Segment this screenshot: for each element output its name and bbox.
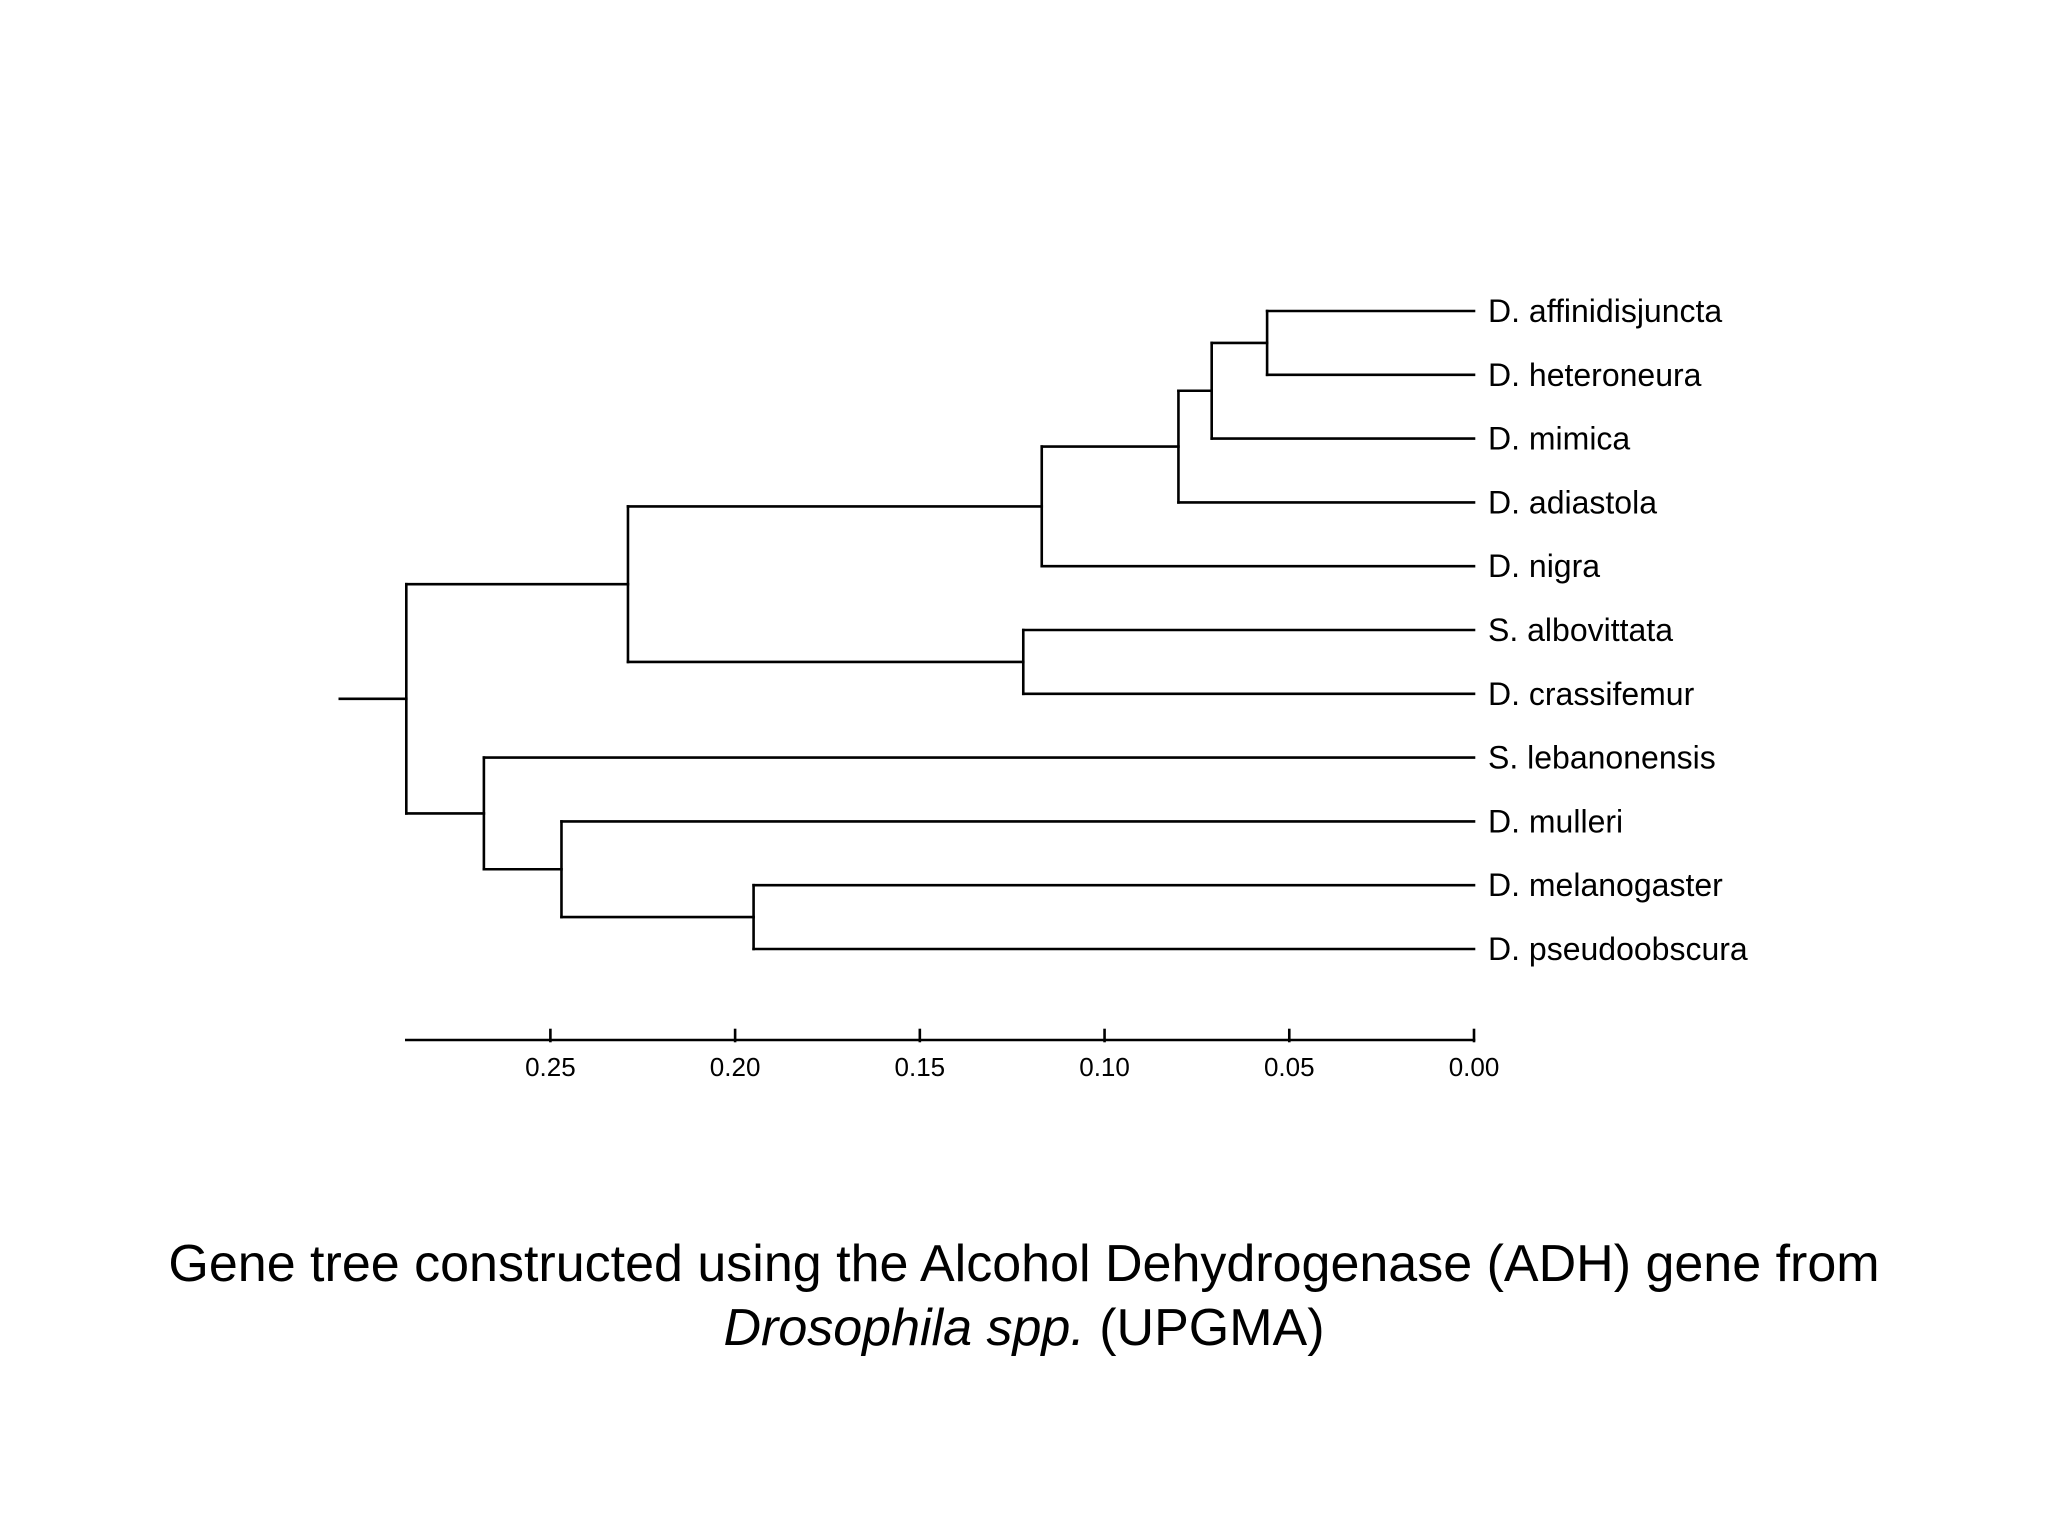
tip-label-d-mimica: D. mimica: [1488, 421, 1630, 457]
figure-caption: Gene tree constructed using the Alcohol …: [0, 1232, 2048, 1360]
tip-label-d-affinidisjuncta: D. affinidisjuncta: [1488, 293, 1722, 329]
tip-label-d-nigra: D. nigra: [1488, 548, 1600, 584]
tip-label-d-crassifemur: D. crassifemur: [1488, 676, 1695, 712]
axis-tick-label-0-05: 0.05: [1264, 1052, 1315, 1082]
tip-label-d-melanogaster: D. melanogaster: [1488, 867, 1723, 903]
tree-branches: [338, 309, 1476, 951]
caption-method: (UPGMA): [1084, 1299, 1325, 1357]
tip-label-d-heteroneura: D. heteroneura: [1488, 357, 1702, 393]
caption-genus-italic: Drosophila spp.: [723, 1299, 1085, 1357]
caption-line-2: Drosophila spp. (UPGMA): [0, 1296, 2048, 1360]
caption-line-1: Gene tree constructed using the Alcohol …: [168, 1235, 1880, 1293]
tip-label-s-lebanonensis: S. lebanonensis: [1488, 740, 1716, 776]
axis-tick-label-0-15: 0.15: [895, 1052, 946, 1082]
axis-tick-label-0-25: 0.25: [525, 1052, 576, 1082]
tip-label-d-mulleri: D. mulleri: [1488, 803, 1623, 839]
axis-tick-label-0-00: 0.00: [1449, 1052, 1500, 1082]
tip-labels: D. affinidisjuncta D. heteroneura D. mimic…: [1488, 293, 1748, 967]
axis-tick-label-0-20: 0.20: [710, 1052, 761, 1082]
distance-scale-axis: 0.25 0.20 0.15 0.10 0.05 0.00: [405, 1028, 1500, 1082]
tip-label-s-albovittata: S. albovittata: [1488, 612, 1673, 648]
tip-label-d-adiastola: D. adiastola: [1488, 484, 1657, 520]
axis-tick-label-0-10: 0.10: [1079, 1052, 1130, 1082]
tip-label-d-pseudoobscura: D. pseudoobscura: [1488, 931, 1748, 967]
